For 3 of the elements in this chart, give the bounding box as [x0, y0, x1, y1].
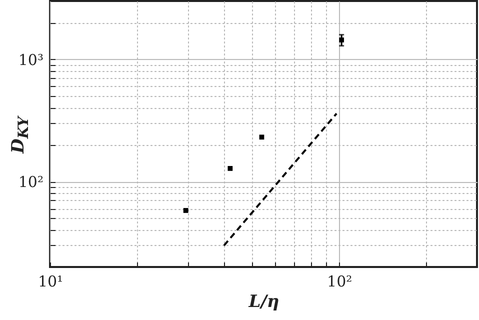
x-axis-title: L/η — [248, 292, 280, 312]
x-tick-label: 10¹ — [38, 272, 64, 290]
y-tick-label: 10³ — [18, 50, 44, 69]
